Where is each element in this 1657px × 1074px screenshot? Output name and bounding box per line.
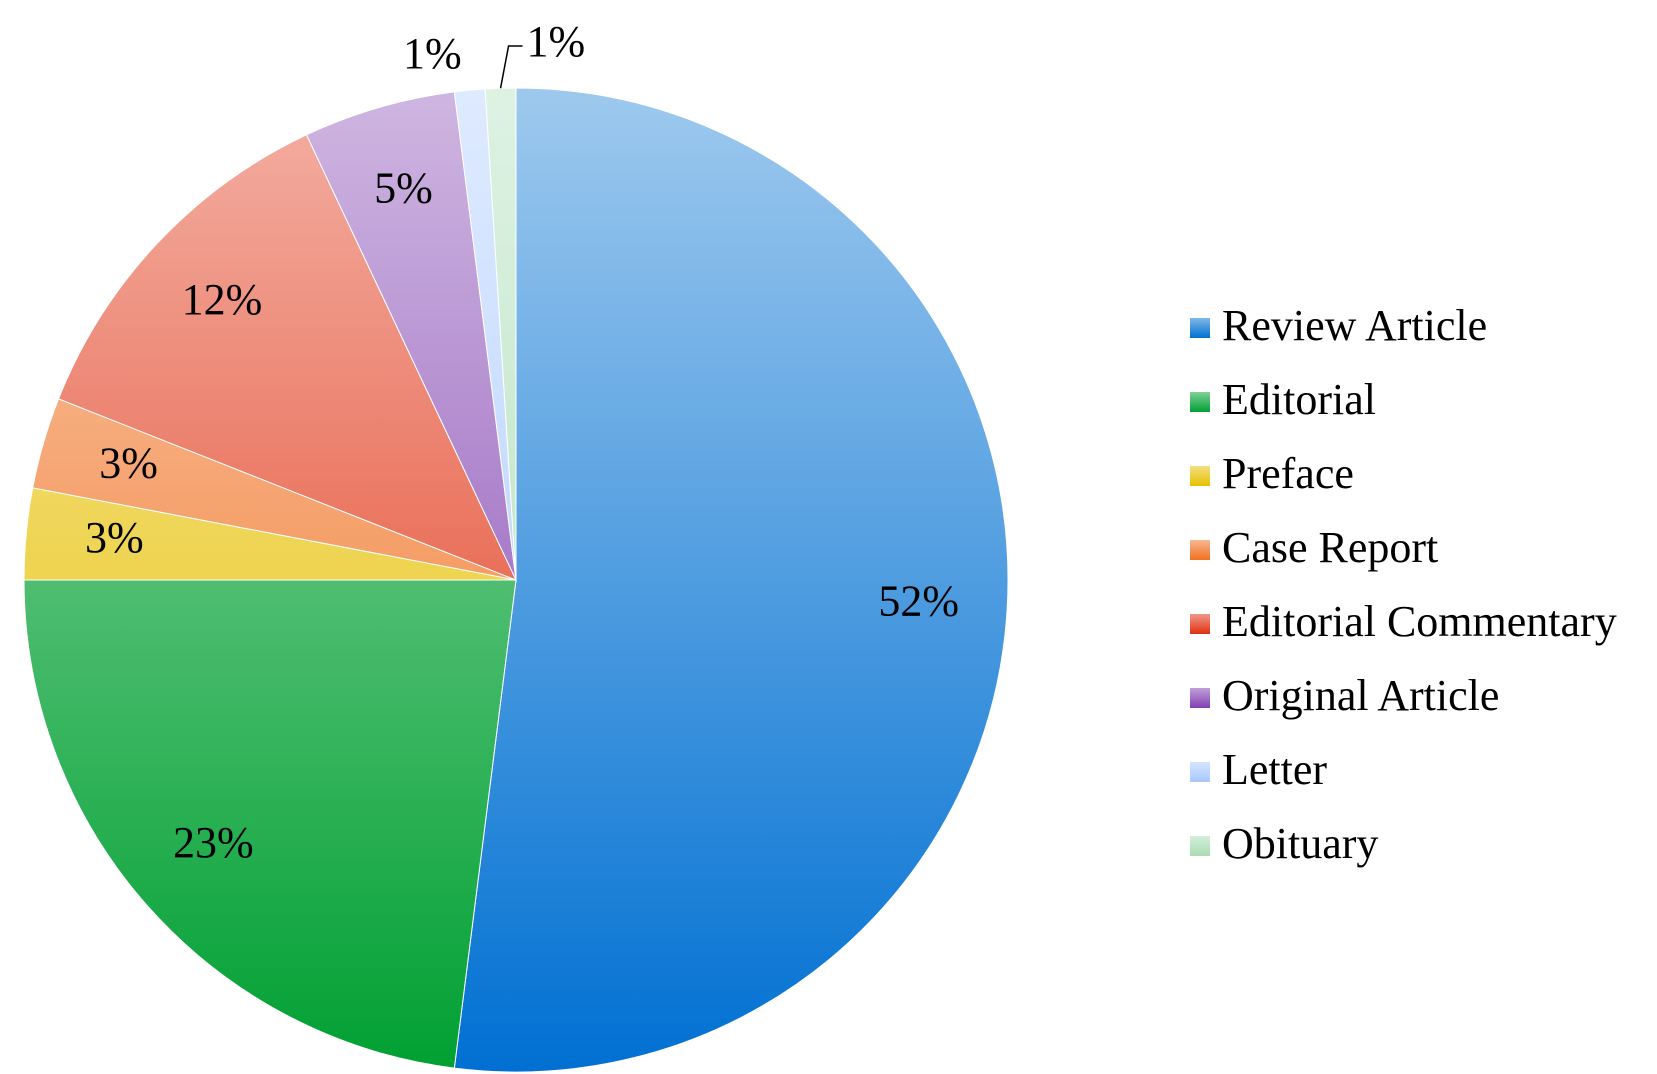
- legend-swatch: [1190, 392, 1210, 412]
- data-label: 23%: [173, 818, 254, 867]
- pie-slice: [23, 579, 517, 1069]
- legend-label: Review Article: [1222, 301, 1487, 350]
- data-label: 52%: [878, 576, 959, 625]
- data-label: 3%: [99, 439, 158, 488]
- data-label: 12%: [182, 275, 263, 324]
- pie-slice: [305, 91, 517, 581]
- legend-label: Original Article: [1222, 671, 1499, 720]
- pie-slice: [453, 87, 1009, 1073]
- leader-line: [499, 45, 523, 89]
- legend-swatch: [1190, 762, 1210, 782]
- legend-swatch: [1190, 540, 1210, 560]
- legend-swatch: [1190, 318, 1210, 338]
- data-label: 1%: [403, 29, 462, 78]
- legend-swatch: [1190, 836, 1210, 856]
- legend-swatch: [1190, 614, 1210, 634]
- legend-label: Letter: [1222, 745, 1327, 794]
- legend-label: Editorial Commentary: [1222, 597, 1617, 646]
- data-label: 1%: [527, 17, 586, 66]
- data-label: 5%: [374, 164, 433, 213]
- legend-label: Preface: [1222, 449, 1354, 498]
- legend-swatch: [1190, 466, 1210, 486]
- pie-slice: [57, 134, 517, 581]
- legend-label: Obituary: [1222, 819, 1378, 868]
- data-label: 3%: [85, 513, 144, 562]
- legend-label: Editorial: [1222, 375, 1376, 424]
- legend-swatch: [1190, 688, 1210, 708]
- legend-label: Case Report: [1222, 523, 1438, 572]
